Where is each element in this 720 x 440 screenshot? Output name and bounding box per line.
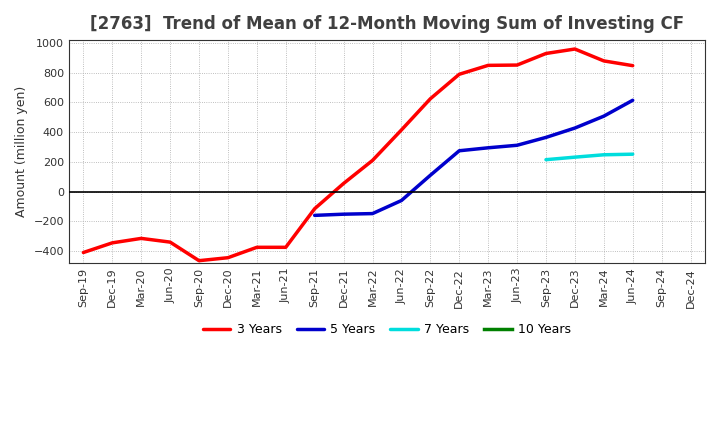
- 5 Years: [426, 172, 435, 178]
- 3 Years: [541, 51, 550, 56]
- 3 Years: [368, 158, 377, 163]
- 5 Years: [570, 125, 579, 131]
- 3 Years: [310, 206, 319, 211]
- 3 Years: [224, 255, 233, 260]
- 3 Years: [108, 240, 117, 246]
- 3 Years: [600, 58, 608, 63]
- 5 Years: [368, 211, 377, 216]
- 7 Years: [541, 157, 550, 162]
- 7 Years: [629, 151, 637, 157]
- 3 Years: [194, 258, 203, 263]
- 7 Years: [570, 154, 579, 160]
- 3 Years: [79, 250, 88, 255]
- 5 Years: [339, 212, 348, 217]
- 5 Years: [541, 135, 550, 140]
- Line: 5 Years: 5 Years: [315, 100, 633, 215]
- 3 Years: [455, 72, 464, 77]
- 7 Years: [600, 152, 608, 158]
- 3 Years: [137, 236, 145, 241]
- 5 Years: [513, 143, 521, 148]
- 5 Years: [600, 114, 608, 119]
- 5 Years: [484, 145, 492, 150]
- 3 Years: [166, 239, 174, 245]
- 3 Years: [282, 245, 290, 250]
- 5 Years: [310, 213, 319, 218]
- 3 Years: [570, 46, 579, 51]
- 3 Years: [339, 181, 348, 186]
- 3 Years: [629, 63, 637, 68]
- 3 Years: [484, 63, 492, 68]
- Line: 3 Years: 3 Years: [84, 49, 633, 260]
- 3 Years: [397, 127, 406, 132]
- 3 Years: [253, 245, 261, 250]
- 5 Years: [397, 198, 406, 203]
- Legend: 3 Years, 5 Years, 7 Years, 10 Years: 3 Years, 5 Years, 7 Years, 10 Years: [198, 318, 576, 341]
- Line: 7 Years: 7 Years: [546, 154, 633, 160]
- 3 Years: [513, 62, 521, 68]
- Y-axis label: Amount (million yen): Amount (million yen): [15, 86, 28, 217]
- 5 Years: [455, 148, 464, 154]
- 5 Years: [629, 98, 637, 103]
- Title: [2763]  Trend of Mean of 12-Month Moving Sum of Investing CF: [2763] Trend of Mean of 12-Month Moving …: [90, 15, 684, 33]
- 3 Years: [426, 96, 435, 102]
